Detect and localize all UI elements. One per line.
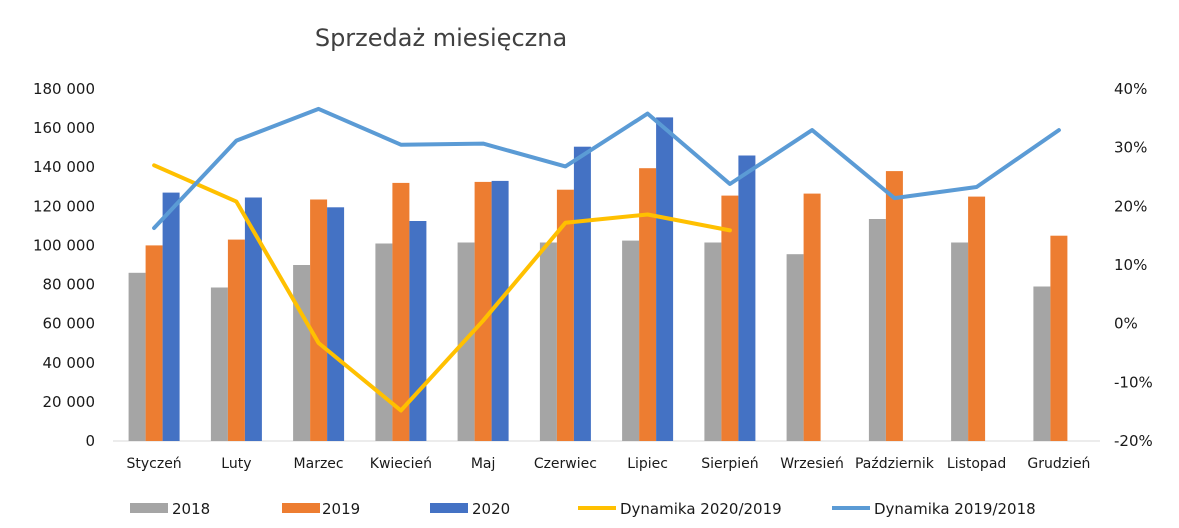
bar-2020-Marzec xyxy=(327,207,345,441)
right-tick-label: 20% xyxy=(1114,197,1147,215)
category-label: Grudzień xyxy=(1027,456,1090,472)
bar-2018-Listopad xyxy=(951,242,969,441)
legend-swatch xyxy=(430,503,468,513)
bar-2018-Grudzień xyxy=(1033,286,1051,441)
left-tick-label: 60 000 xyxy=(43,315,96,333)
bar-2018-Wrzesień xyxy=(786,254,804,441)
bar-2018-Luty xyxy=(210,287,228,441)
bar-2020-Lipiec xyxy=(656,117,674,442)
bar-2020-Maj xyxy=(491,180,509,441)
bar-2018-Czerwiec xyxy=(539,242,557,441)
right-tick-label: 40% xyxy=(1114,80,1147,98)
bar-2019-Grudzień xyxy=(1050,235,1068,441)
bar-2020-Sierpień xyxy=(738,155,756,441)
category-label: Wrzesień xyxy=(780,456,844,472)
bar-2018-Kwiecień xyxy=(375,243,393,441)
category-label: Marzec xyxy=(294,456,344,472)
bar-2019-Lipiec xyxy=(639,168,657,441)
chart-title: Sprzedaż miesięczna xyxy=(315,24,567,52)
bar-2018-Sierpień xyxy=(704,242,722,441)
bar-2019-Sierpień xyxy=(721,195,739,441)
bar-2019-Czerwiec xyxy=(556,189,574,441)
bar-series xyxy=(128,117,1068,442)
legend: 2018 2019 2020 Dynamika 2020/2019 Dynamika 2… xyxy=(130,500,1036,518)
right-tick-label: 10% xyxy=(1114,256,1147,274)
category-label: Maj xyxy=(471,456,496,472)
bar-2020-Kwiecień xyxy=(409,221,427,441)
bar-2020-Czerwiec xyxy=(573,146,591,441)
category-label: Sierpień xyxy=(701,456,758,472)
line-Dynamika 2020/2019 xyxy=(152,163,732,413)
left-tick-label: 80 000 xyxy=(43,276,96,294)
left-tick-label: 0 xyxy=(85,432,95,450)
legend-label: 2019 xyxy=(322,500,360,518)
right-tick-label: -10% xyxy=(1114,373,1153,391)
bar-2019-Marzec xyxy=(310,199,328,441)
legend-label: Dynamika 2019/2018 xyxy=(874,500,1036,518)
legend-swatch xyxy=(282,503,320,513)
category-label: Lipiec xyxy=(627,456,668,472)
bar-2018-Październik xyxy=(868,219,886,441)
right-tick-label: 30% xyxy=(1114,139,1147,157)
left-tick-label: 40 000 xyxy=(43,354,96,372)
bar-2018-Marzec xyxy=(293,265,311,441)
line-Dynamika 2019/2018 xyxy=(152,106,1061,230)
category-label: Kwiecień xyxy=(370,456,432,472)
left-tick-label: 180 000 xyxy=(33,80,95,98)
left-axis-ticks: 0 20 000 40 000 60 000 80 000 100 000 120 000 1… xyxy=(33,80,95,450)
left-tick-label: 100 000 xyxy=(33,236,95,254)
left-tick-label: 140 000 xyxy=(33,158,95,176)
left-tick-label: 120 000 xyxy=(33,197,95,215)
bar-2019-Wrzesień xyxy=(803,193,821,441)
bar-2019-Styczeń xyxy=(145,245,163,441)
bar-2018-Lipiec xyxy=(622,240,640,441)
bar-2019-Maj xyxy=(474,181,492,441)
right-tick-label: 0% xyxy=(1114,315,1138,333)
legend-label: 2020 xyxy=(472,500,510,518)
bar-2019-Październik xyxy=(885,171,903,441)
right-axis-ticks: -20% -10% 0% 10% 20% 30% 40% xyxy=(1114,80,1153,450)
bar-2019-Kwiecień xyxy=(392,182,410,441)
legend-label: Dynamika 2020/2019 xyxy=(620,500,782,518)
bar-2019-Luty xyxy=(227,239,245,441)
bar-2020-Styczeń xyxy=(162,192,180,441)
category-label: Czerwiec xyxy=(534,456,597,472)
category-label: Listopad xyxy=(947,456,1006,472)
bar-2018-Styczeń xyxy=(128,272,146,441)
right-tick-label: -20% xyxy=(1114,432,1153,450)
legend-swatch xyxy=(130,503,168,513)
bar-2019-Listopad xyxy=(968,196,986,441)
category-labels: Styczeń Luty Marzec Kwiecień Maj Czerwiec Lipi… xyxy=(126,456,1090,472)
bar-2020-Luty xyxy=(244,197,262,441)
category-label: Październik xyxy=(855,456,935,472)
left-tick-label: 20 000 xyxy=(43,393,96,411)
line-series xyxy=(152,106,1061,413)
legend-label: 2018 xyxy=(172,500,210,518)
category-label: Luty xyxy=(221,456,251,472)
category-label: Styczeń xyxy=(126,456,181,472)
left-tick-label: 160 000 xyxy=(33,119,95,137)
